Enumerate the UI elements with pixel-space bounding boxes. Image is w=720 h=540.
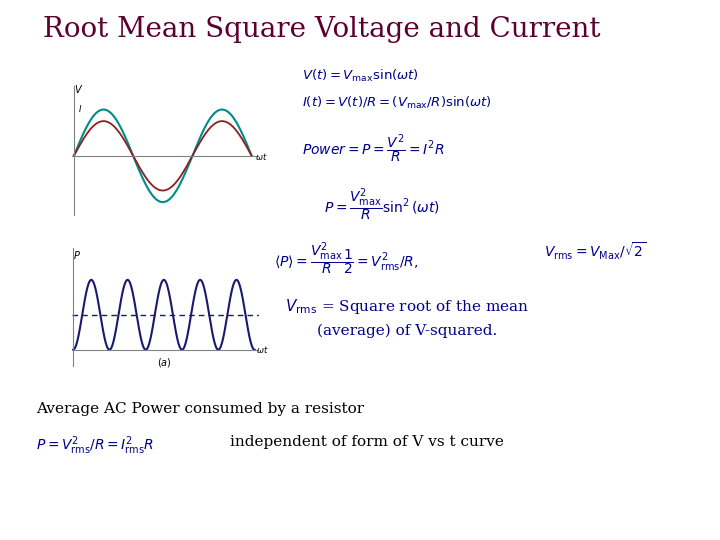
Text: $V$: $V$: [73, 83, 83, 96]
Text: $\langle P\rangle = \dfrac{V^2_{\mathrm{max}}}{R}\dfrac{1}{2} = V^2_{\mathrm{rms: $\langle P\rangle = \dfrac{V^2_{\mathrm{…: [274, 240, 418, 277]
Text: Average AC Power consumed by a resistor: Average AC Power consumed by a resistor: [36, 402, 364, 416]
Text: $V_{\mathrm{rms}} = V_{\mathrm{Max}}/\sqrt{2}$: $V_{\mathrm{rms}} = V_{\mathrm{Max}}/\sq…: [544, 240, 646, 261]
Text: $Power = P = \dfrac{V^2}{R} = I^2R$: $Power = P = \dfrac{V^2}{R} = I^2R$: [302, 132, 445, 165]
Text: $(a)$: $(a)$: [156, 356, 171, 369]
Text: $P$: $P$: [73, 249, 81, 261]
Text: $I$: $I$: [78, 103, 82, 114]
Text: Root Mean Square Voltage and Current: Root Mean Square Voltage and Current: [43, 16, 600, 43]
Text: $V_{\mathrm{rms}}$ = Square root of the mean: $V_{\mathrm{rms}}$ = Square root of the …: [284, 297, 529, 316]
Text: $P = V^2_{\mathrm{rms}}/R = I^2_{\mathrm{rms}}R$: $P = V^2_{\mathrm{rms}}/R = I^2_{\mathrm…: [36, 435, 154, 457]
Text: (average) of V-squared.: (average) of V-squared.: [317, 324, 497, 339]
Text: $\omega t$: $\omega t$: [256, 151, 268, 161]
Text: $\omega t$: $\omega t$: [256, 344, 269, 355]
Text: $P = \dfrac{V^2_{\mathrm{max}}}{R}\sin^2(\omega t)$: $P = \dfrac{V^2_{\mathrm{max}}}{R}\sin^2…: [324, 186, 440, 223]
Text: $I(t) = V(t)/R = (V_{\mathrm{max}}/R)\sin(\omega t)$: $I(t) = V(t)/R = (V_{\mathrm{max}}/R)\si…: [302, 94, 492, 111]
Text: $V(t) = V_{\mathrm{max}}\sin(\omega t)$: $V(t) = V_{\mathrm{max}}\sin(\omega t)$: [302, 68, 419, 84]
Text: independent of form of V vs t curve: independent of form of V vs t curve: [230, 435, 504, 449]
